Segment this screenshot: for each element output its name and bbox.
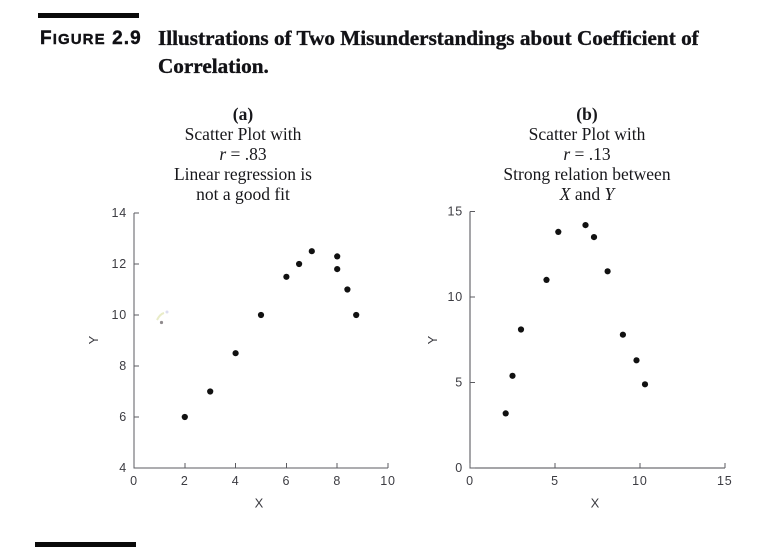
svg-text:10: 10: [632, 474, 648, 488]
svg-text:15: 15: [717, 474, 733, 488]
svg-text:6: 6: [119, 410, 127, 424]
svg-text:10: 10: [447, 290, 463, 304]
svg-text:10: 10: [380, 474, 396, 488]
svg-text:4: 4: [232, 474, 240, 488]
svg-text:8: 8: [119, 359, 127, 373]
svg-text:10: 10: [111, 308, 127, 322]
svg-text:Y: Y: [86, 335, 101, 344]
svg-text:X: X: [591, 496, 600, 511]
svg-text:6: 6: [283, 474, 291, 488]
svg-text:12: 12: [111, 257, 127, 271]
svg-text:4: 4: [119, 461, 127, 475]
svg-text:5: 5: [455, 376, 463, 390]
svg-text:5: 5: [551, 474, 559, 488]
svg-text:15: 15: [447, 204, 463, 218]
svg-text:0: 0: [466, 474, 474, 488]
svg-text:X: X: [255, 496, 264, 511]
svg-text:0: 0: [130, 474, 138, 488]
svg-text:14: 14: [111, 206, 127, 220]
svg-text:0: 0: [455, 461, 463, 475]
svg-text:2: 2: [181, 474, 189, 488]
svg-text:8: 8: [333, 474, 341, 488]
svg-text:Y: Y: [425, 335, 440, 344]
